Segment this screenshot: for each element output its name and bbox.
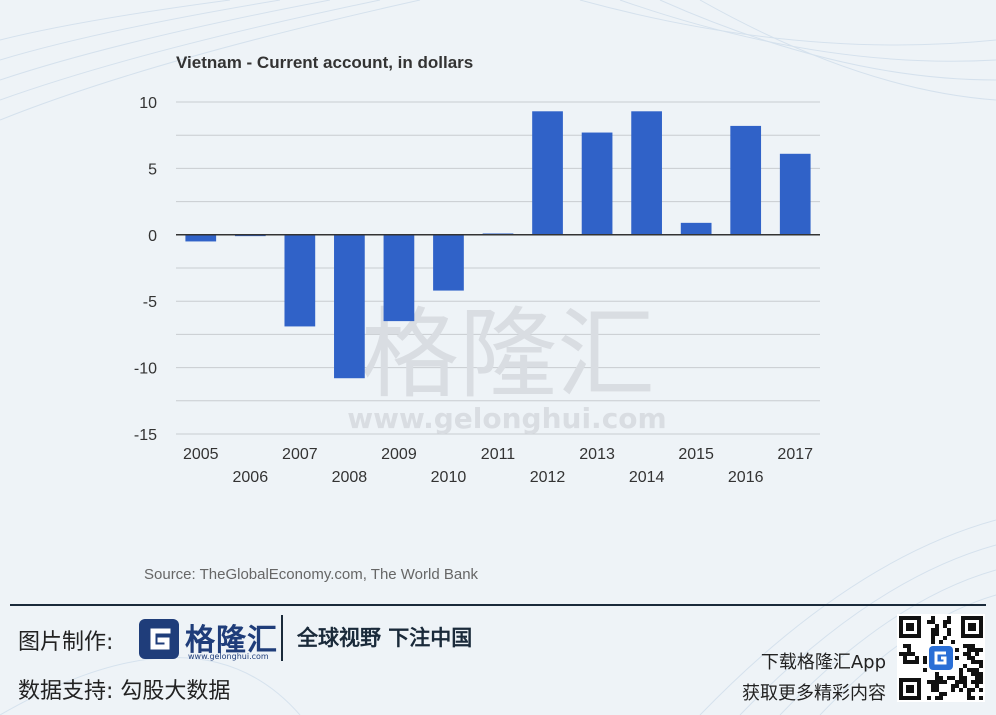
x-tick-label: 2005: [183, 446, 219, 463]
footer-divider: [10, 604, 986, 606]
y-tick-label: 10: [139, 95, 157, 112]
bar-2005: [185, 234, 217, 242]
x-tick-label: 2011: [481, 446, 516, 463]
download-app-text: 下载格隆汇App: [760, 652, 886, 673]
source-note: Source: TheGlobalEconomy.com, The World …: [144, 566, 479, 583]
x-tick-label: 2015: [678, 446, 714, 463]
bar-2016: [730, 125, 762, 235]
qr-code-icon[interactable]: [897, 614, 985, 702]
gelonghui-logo-icon: [139, 619, 179, 659]
x-tick-label: 2006: [233, 469, 269, 486]
bar-2014: [631, 111, 662, 235]
x-tick-label: 2010: [431, 469, 467, 486]
bar-2007: [284, 234, 316, 327]
x-tick-label: 2016: [728, 469, 764, 486]
logo-url: www.gelonghui.com: [188, 652, 269, 661]
logo-text: 格隆汇: [185, 623, 278, 658]
y-tick-label: 5: [148, 161, 157, 178]
bar-2017: [779, 153, 811, 235]
bar-2008: [334, 234, 365, 379]
more-content-text: 获取更多精彩内容: [742, 683, 886, 704]
chart-title: Vietnam - Current account, in dollars: [176, 53, 473, 72]
x-axis-ticks: 2005 2006 2007 2008 2009 2010 2011 2012 2013 2014…: [183, 446, 813, 486]
bar-2015: [680, 222, 712, 235]
x-tick-label: 2017: [777, 446, 813, 463]
footer-vertical-divider: [281, 615, 283, 661]
y-axis-ticks: 10 5 0 -5 -10 -15: [134, 95, 157, 444]
y-tick-label: -5: [143, 294, 157, 311]
current-account-bar-chart: Vietnam - Current account, in dollars 格隆…: [134, 53, 820, 583]
x-tick-label: 2014: [629, 469, 665, 486]
bar-2012: [532, 111, 563, 235]
x-tick-label: 2007: [282, 446, 318, 463]
x-tick-label: 2008: [332, 469, 368, 486]
y-tick-label: -15: [134, 427, 157, 444]
bars: [185, 111, 811, 379]
gridlines: [176, 101, 820, 435]
made-by-label: 图片制作:: [18, 630, 114, 655]
x-tick-label: 2013: [579, 446, 615, 463]
x-tick-label: 2009: [381, 446, 417, 463]
bar-2009: [383, 234, 415, 322]
y-tick-label: 0: [148, 228, 157, 245]
y-tick-label: -10: [134, 361, 157, 378]
slogan: 全球视野 下注中国: [297, 626, 473, 650]
x-tick-label: 2012: [530, 469, 566, 486]
watermark-url: www.gelonghui.com: [347, 402, 666, 435]
data-support-label: 数据支持: 勾股大数据: [18, 679, 231, 704]
bar-2013: [581, 132, 613, 235]
bar-2010: [433, 234, 464, 291]
